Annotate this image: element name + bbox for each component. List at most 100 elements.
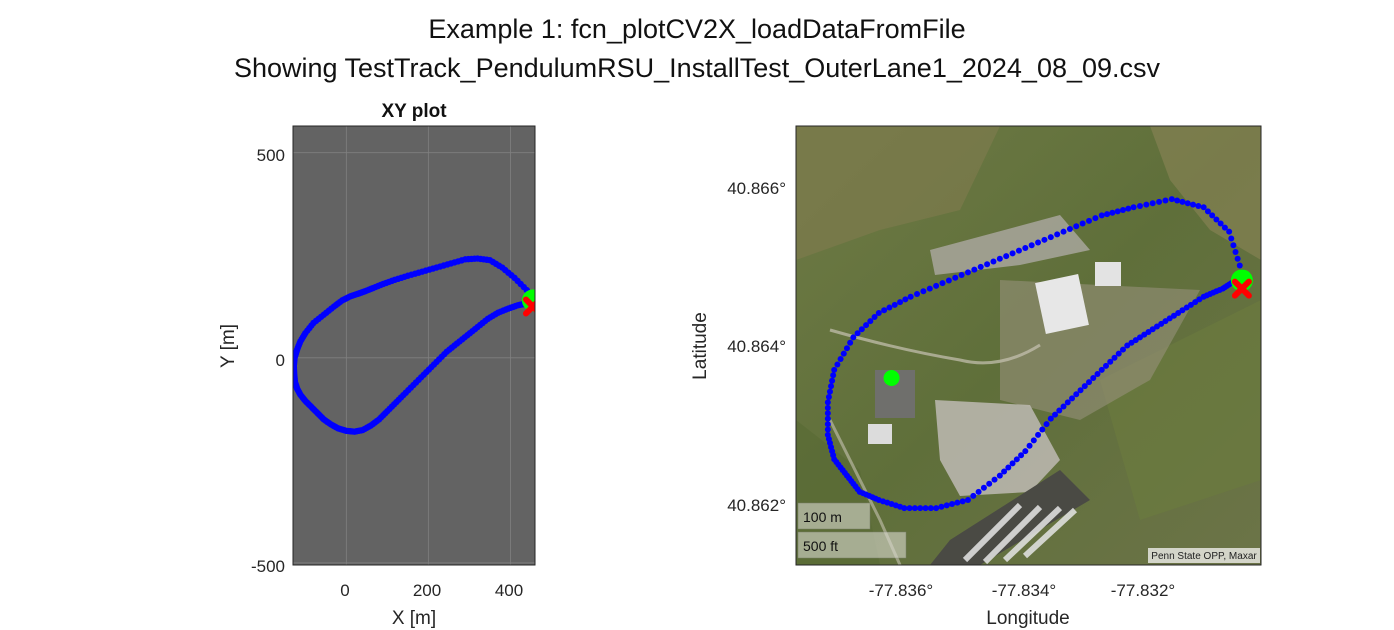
map-trace-point [986,480,993,487]
map-trace-point [1035,431,1042,438]
map-trace-point [843,345,850,352]
map-trace-point [1098,212,1105,219]
map-trace-point [964,269,971,276]
map-trace-point [1162,197,1169,204]
map-trace-point [1226,228,1233,235]
map-trace-point [990,258,997,265]
map-trace-point [1228,235,1235,242]
map-trace-point [1128,339,1135,346]
map-trace-point [858,326,865,333]
scalebar: 100 m 500 ft [797,502,907,559]
map-trace-point [902,296,909,303]
map-trace-point [1090,375,1097,382]
map-xtick-0: -77.836° [869,581,933,600]
scalebar-feet: 500 ft [803,538,838,554]
map-trace-point [1217,220,1224,227]
map-trace-point [949,501,956,508]
map-trace-point [854,330,861,337]
map-trace-point [970,492,977,499]
map-trace-point [1153,323,1160,330]
map-trace-point [1028,242,1035,249]
map-trace-point [943,502,950,509]
map-trace-point [933,505,940,512]
map-trace-point [922,505,929,512]
map-trace-point [1015,247,1022,254]
map-trace-point [1111,354,1118,361]
map-trace-point [863,322,870,329]
map-trace-point [1179,198,1186,205]
map-trace-point [824,410,831,417]
map-trace-point [1136,334,1143,341]
map-trace-point [1143,201,1150,208]
map-trace-point [971,266,978,273]
map-trace-point [875,309,882,316]
map-trace-point [959,498,966,505]
xy-plot-trace [293,255,535,435]
map-trace-point [1145,328,1152,335]
map-trace-point [1190,201,1197,208]
map-trace-point [1196,296,1203,303]
map-trace-point [927,505,934,512]
map-trace-point [829,377,836,384]
xy-ytick-2: -500 [251,557,285,576]
map-trace-point [980,484,987,491]
map-trace-point [933,282,940,289]
map-trace-point [991,476,998,483]
map-trace-point [1013,456,1020,463]
map-ytick-2: 40.862° [727,496,786,515]
map-trace-point [1195,202,1202,209]
map-trace-point [977,263,984,270]
map-trace-point [847,339,854,346]
map-trace-point [1081,383,1088,390]
map-trace-point [1060,228,1067,235]
map-trace-point [825,393,832,400]
map-ytick-0: 40.866° [727,179,786,198]
map-trace-point [1030,437,1037,444]
map-trace-point [1086,379,1093,386]
map-trace-point [1221,224,1228,231]
map-trace-point [964,496,971,503]
map-trace-point [834,361,841,368]
map-trace-point [1001,468,1008,475]
map-trace-point [1066,225,1073,232]
map-trace-point [881,307,888,314]
map-trace-point [891,301,898,308]
map-trace-point [1104,211,1111,218]
map-ylabel: Latitude [690,312,711,380]
map-trace-point [1187,301,1194,308]
xy-xtick-2: 400 [495,581,523,600]
map-trace-point [920,288,927,295]
map-trace-point [1174,197,1181,204]
map-trace-point [824,404,831,411]
scalebar-meters: 100 m [803,509,842,525]
map-trace-point [1114,208,1121,215]
map-trace-point [901,505,908,512]
map-trace-point [1043,421,1050,428]
map-trace-point [1073,391,1080,398]
map-trace-point [1054,231,1061,238]
map-trace-point [1052,411,1059,418]
map-trace-point [1064,399,1071,406]
map-trace-point [1035,239,1042,246]
map-trace-point [1056,407,1063,414]
xy-end-marker [522,296,535,317]
xy-xtick-0: 0 [340,581,349,600]
map-trace-point [954,499,961,506]
map-trace-point [1098,366,1105,373]
map-trace-point [1077,387,1084,394]
map-trace-point [824,421,831,428]
map-trace-point [926,285,933,292]
xy-plot-background [293,126,535,565]
figure-title-line1: Example 1: fcn_plotCV2X_loadDataFromFile [428,14,966,44]
map-xlabel: Longitude [986,608,1069,629]
map-trace-point [828,383,835,390]
map-trace-point [1069,395,1076,402]
map-trace-point [830,372,837,379]
map-trace-point [1141,331,1148,338]
xy-plot-axes: XY plot 0 200 400 500 0 -500 X [m] Y [m] [218,101,536,629]
map-attribution: Penn State OPP, Maxar [1151,551,1257,562]
map-trace-point [984,261,991,268]
xy-xtick-1: 200 [413,581,441,600]
map-trace-point [1022,448,1029,455]
xy-plot-grid [293,126,535,565]
